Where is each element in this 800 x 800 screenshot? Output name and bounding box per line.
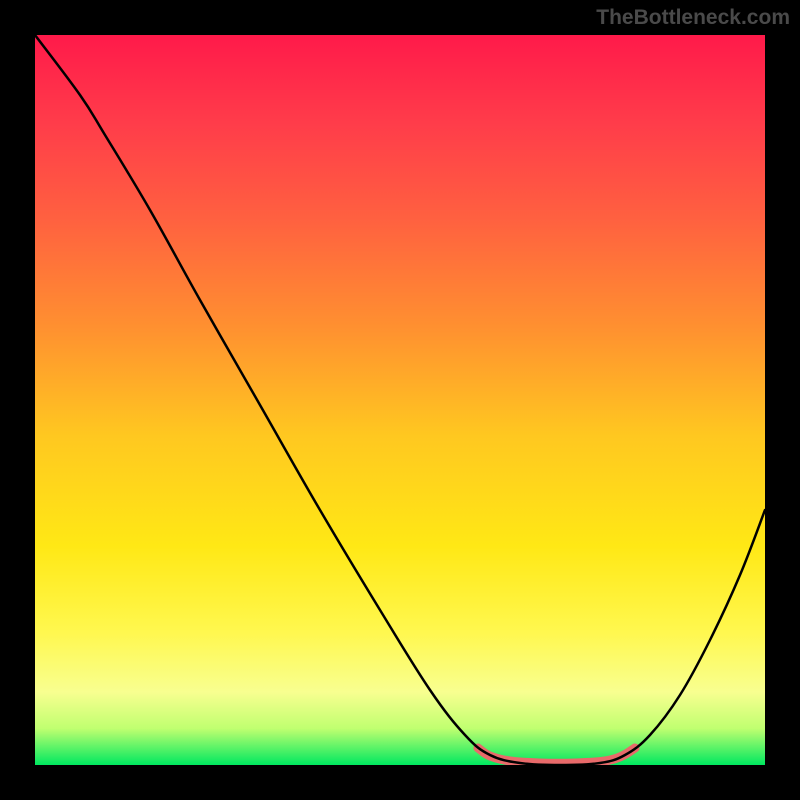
bottleneck-chart: [0, 0, 800, 800]
bottleneck-curve: [35, 35, 765, 765]
watermark-text: TheBottleneck.com: [596, 6, 790, 30]
